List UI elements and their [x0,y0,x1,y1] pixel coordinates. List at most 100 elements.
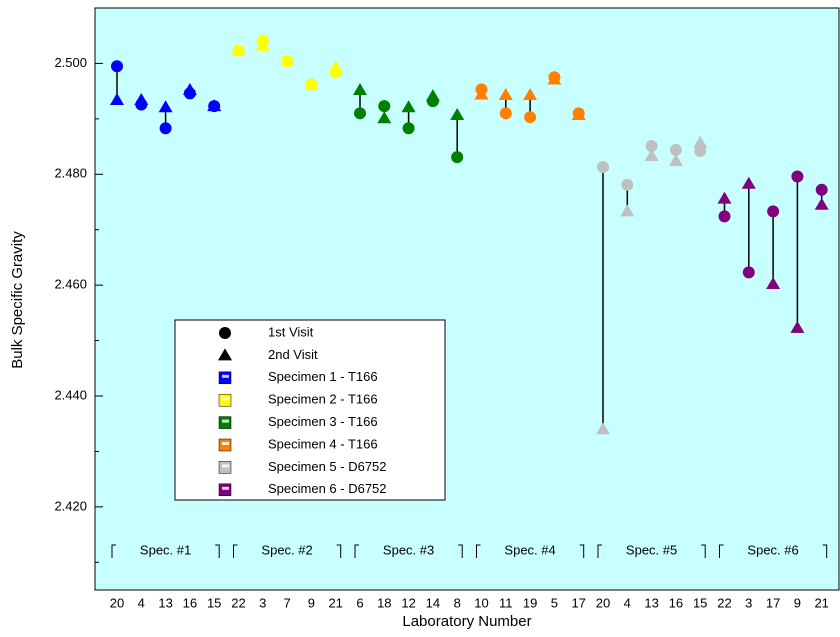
first-visit-point [329,66,342,79]
second-visit-point [766,277,781,290]
legend-label: Specimen 4 - T166 [268,436,378,451]
legend-swatch-highlight [222,374,229,378]
group-bracket [579,544,585,558]
first-visit-point [548,71,561,84]
group-label: Spec. #1 [140,542,191,557]
first-visit-point [791,170,804,183]
legend-label: Specimen 6 - D6752 [268,481,387,496]
x-tick-label: 20 [110,595,124,610]
legend-label: Specimen 2 - T166 [268,392,378,407]
x-tick-label: 20 [596,595,610,610]
group-bracket [336,544,342,558]
first-visit-point [572,107,585,120]
first-visit-point [159,122,172,135]
x-tick-label: 12 [401,595,415,610]
second-visit-point [401,100,416,113]
first-visit-point [111,60,123,73]
group-label: Spec. #5 [626,542,677,557]
legend-symbol [219,327,231,339]
group-label: Spec. #3 [383,542,434,557]
x-tick-label: 17 [571,595,585,610]
second-visit-point [596,422,610,435]
x-tick-label: 9 [308,595,315,610]
group-bracket [111,544,116,558]
plot-area [94,7,840,591]
y-tick-label: 2.420 [54,498,87,513]
group-bracket [233,544,238,558]
first-visit-point [645,140,658,153]
second-visit-point [741,176,756,189]
first-visit-point [767,205,780,218]
x-tick-label: 13 [158,595,172,610]
first-visit-point [499,107,512,120]
group-bracket [458,544,463,558]
y-tick-label: 2.480 [54,166,87,181]
x-tick-label: 11 [499,595,513,610]
legend-swatch-highlight [222,419,229,423]
first-visit-point [232,44,245,57]
second-visit-point [377,111,392,124]
legend-swatch-highlight [222,464,229,468]
legend-swatch-highlight [222,486,229,490]
first-visit-point [742,266,755,279]
x-tick-label: 3 [745,595,752,610]
second-visit-point [158,100,173,113]
second-visit-point [353,83,367,96]
group-label: Spec. #2 [261,542,312,557]
second-visit-point [814,197,829,210]
first-visit-point [426,95,439,108]
group-bracket [701,544,706,558]
x-tick-label: 22 [717,595,731,610]
first-visit-point [475,83,488,96]
x-tick-label: 17 [766,595,780,610]
second-visit-point [523,88,538,101]
group-bracket [354,544,359,558]
group-bracket [476,544,481,558]
second-visit-point [693,135,708,148]
first-visit-point [135,98,148,111]
x-tick-label: 8 [454,595,461,610]
x-tick-label: 4 [138,595,145,610]
second-visit-point [644,148,659,161]
legend-label: Specimen 1 - T166 [268,369,378,384]
x-tick-label: 9 [794,595,801,610]
legend-label: Specimen 5 - D6752 [268,459,387,474]
x-tick-label: 5 [551,595,558,610]
first-visit-point [183,87,196,100]
x-tick-label: 14 [426,595,440,610]
y-tick-label: 2.500 [54,55,87,70]
group-label: Spec. #4 [504,542,555,557]
x-tick-label: 3 [259,595,266,610]
first-visit-point [378,100,391,113]
group-bracket [822,544,828,558]
x-tick-label: 16 [669,595,683,610]
x-tick-label: 18 [377,595,391,610]
first-visit-point [208,100,221,113]
x-tick-label: 10 [474,595,488,610]
x-tick-label: 22 [231,595,245,610]
x-tick-label: 15 [693,595,707,610]
second-visit-point [668,153,683,166]
second-visit-point [450,107,465,120]
second-visit-point [717,191,732,204]
first-visit-point [694,145,707,158]
first-visit-point [305,78,318,91]
x-axis-label: Laboratory Number [402,613,531,630]
x-tick-label: 19 [523,595,537,610]
first-visit-point [402,122,415,135]
y-axis-label: Bulk Specific Gravity [9,231,26,369]
legend-swatch-highlight [222,442,229,445]
y-tick-label: 2.440 [54,387,87,402]
first-visit-point [451,151,464,164]
first-visit-point [524,111,537,124]
first-visit-point [354,107,366,120]
first-visit-point [281,55,294,68]
second-visit-point [790,320,805,333]
x-tick-label: 6 [356,595,363,610]
second-visit-point [498,88,513,101]
x-tick-label: 4 [624,595,631,610]
second-visit-point [620,204,635,217]
group-label: Spec. #6 [747,542,798,557]
legend-symbol [218,348,232,361]
